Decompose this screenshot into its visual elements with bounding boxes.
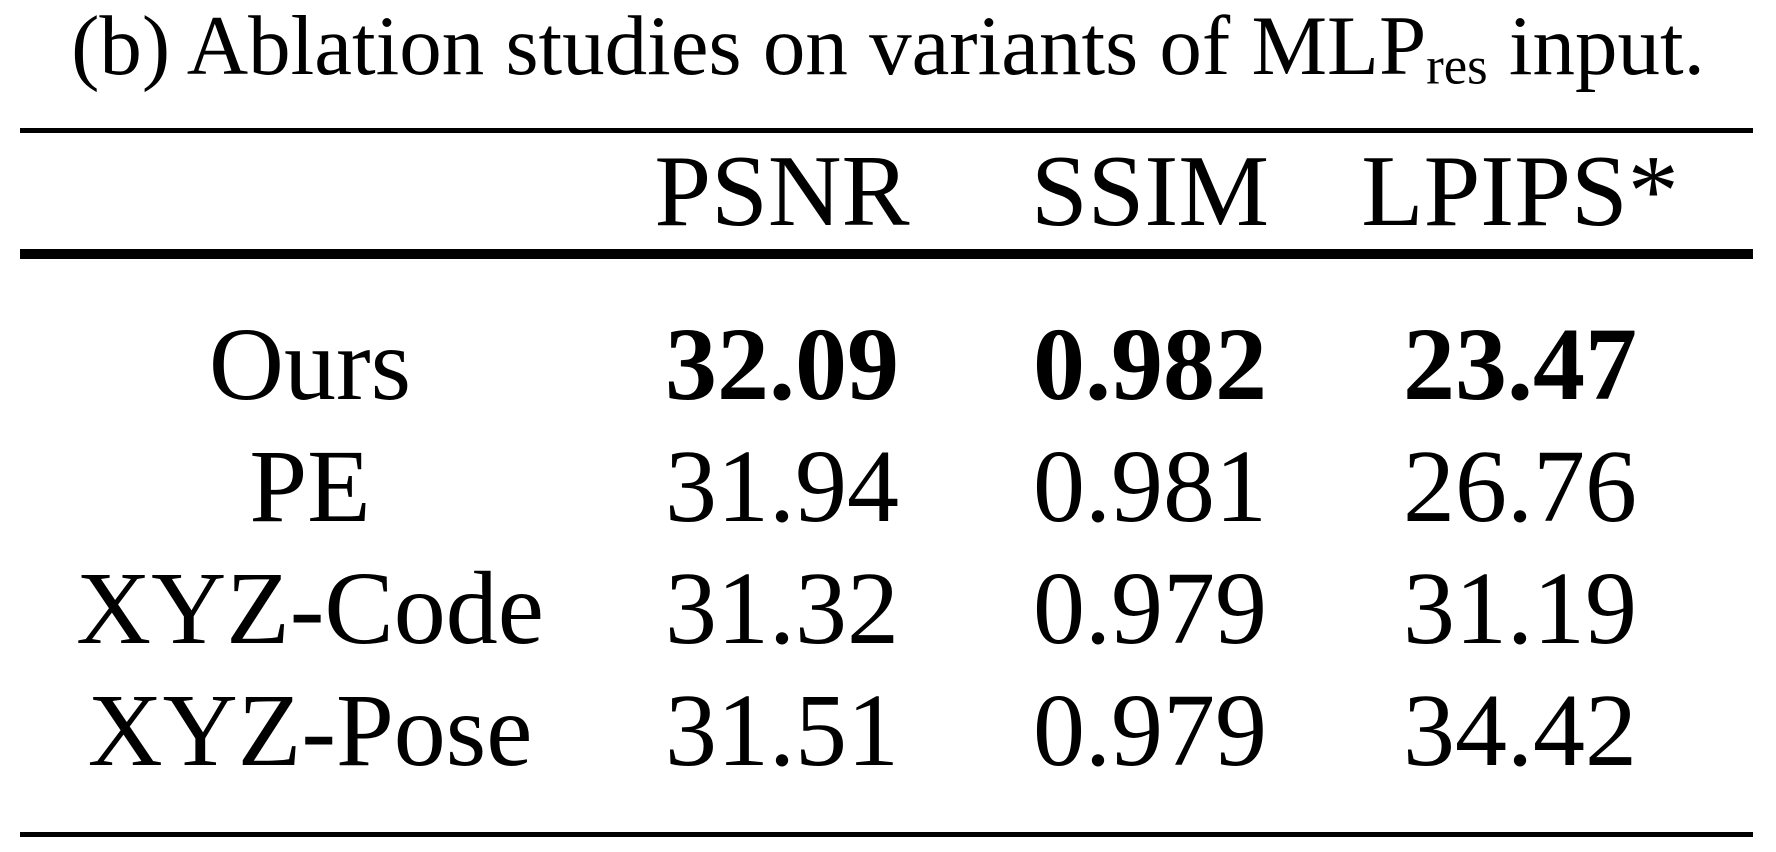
header-row: PSNR SSIM LPIPS*: [20, 133, 1704, 249]
row-label: PE: [249, 428, 371, 544]
top-rule: [20, 128, 1753, 133]
table-caption: (b) Ablation studies on variants of MLPr…: [0, 0, 1776, 96]
lpips-value: 31.19: [1403, 550, 1637, 666]
ssim-value: 0.982: [1033, 306, 1267, 422]
ssim-value: 0.979: [1033, 672, 1267, 788]
caption-prefix: (b) Ablation studies on variants of MLP: [71, 0, 1427, 93]
ablation-results-table: PSNR SSIM LPIPS* Ours 32.09 0.982 23.47 …: [20, 128, 1753, 837]
row-label: XYZ-Pose: [87, 672, 533, 788]
row-label: XYZ-Code: [76, 550, 544, 666]
column-header-ssim: SSIM: [1030, 135, 1270, 248]
caption-suffix: input.: [1508, 0, 1705, 93]
table-row-pe: PE 31.94 0.981 26.76: [20, 425, 1704, 547]
psnr-value: 31.51: [665, 672, 899, 788]
lpips-value: 26.76: [1403, 428, 1637, 544]
lpips-value: 23.47: [1403, 306, 1637, 422]
psnr-value: 31.32: [665, 550, 899, 666]
column-header-lpips: LPIPS*: [1361, 135, 1679, 248]
column-header-psnr: PSNR: [654, 135, 910, 248]
lpips-value: 34.42: [1403, 672, 1637, 788]
ssim-value: 0.979: [1033, 550, 1267, 666]
psnr-value: 31.94: [665, 428, 899, 544]
bottom-rule: [20, 832, 1753, 837]
row-label: Ours: [208, 306, 412, 422]
mid-rule: [20, 249, 1753, 259]
psnr-value: 32.09: [665, 306, 899, 422]
caption-subscript-res: res: [1426, 37, 1488, 96]
table-row-ours: Ours 32.09 0.982 23.47: [20, 303, 1704, 425]
table-row-xyz-code: XYZ-Code 31.32 0.979 31.19: [20, 547, 1704, 669]
ssim-value: 0.981: [1033, 428, 1267, 544]
table-row-xyz-pose: XYZ-Pose 31.51 0.979 34.42: [20, 669, 1704, 791]
